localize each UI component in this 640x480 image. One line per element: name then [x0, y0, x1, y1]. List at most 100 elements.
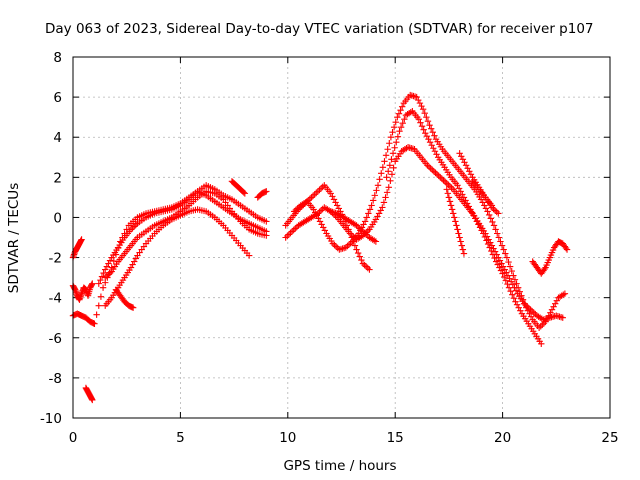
data-point [263, 188, 270, 195]
data-point-interp [103, 263, 111, 270]
data-point-interp [427, 125, 435, 132]
data-point [563, 246, 571, 253]
data-point-interp [491, 207, 499, 214]
data-point [389, 150, 397, 157]
series-track-9 [228, 178, 249, 197]
data-point [548, 306, 556, 313]
data-point [488, 202, 496, 209]
data-point-interp [285, 231, 293, 238]
data-point-interp [493, 208, 500, 216]
data-point-interp [386, 140, 393, 147]
data-point-interp [515, 304, 522, 311]
data-point-interp [397, 106, 404, 114]
data-point [353, 246, 360, 253]
data-point [129, 304, 137, 311]
data-point-interp [345, 241, 353, 248]
data-point-interp [451, 214, 458, 221]
data-point-interp [423, 133, 431, 140]
data-point-interp [489, 218, 496, 226]
data-point-interp [382, 194, 389, 201]
data-point-interp [390, 164, 397, 172]
data-point-interp [131, 223, 138, 230]
data-point [368, 202, 375, 209]
data-point [497, 238, 504, 245]
data-point-interp [401, 115, 408, 123]
series-track-17 [456, 150, 502, 217]
data-point-interp [330, 196, 338, 203]
data-point-interp [417, 119, 424, 126]
y-tick-label: 0 [53, 210, 62, 226]
data-point-interp [379, 164, 387, 171]
data-point-interp [374, 213, 381, 220]
data-point-interp [375, 210, 383, 217]
data-point-interp [494, 230, 501, 237]
y-tick-label: 8 [53, 50, 62, 66]
data-point-interp [386, 162, 394, 169]
data-point [366, 266, 373, 273]
y-tick-label: -10 [40, 411, 62, 427]
data-point-interp [356, 253, 363, 260]
data-point-interp [508, 267, 515, 275]
data-point-interp [388, 171, 396, 178]
y-tick-label: -6 [49, 331, 62, 347]
data-point [359, 260, 367, 267]
data-point [314, 188, 322, 195]
data-point [495, 210, 502, 217]
data-point [308, 194, 315, 201]
plot-frame [72, 56, 611, 419]
data-point-interp [446, 183, 454, 190]
data-point-interp [500, 246, 507, 253]
data-point [413, 93, 420, 101]
data-point [490, 222, 498, 229]
data-point-interp [423, 113, 430, 121]
y-tick-label: -4 [49, 291, 62, 307]
x-tick-label: 5 [176, 430, 185, 446]
data-point-interp [106, 257, 114, 264]
data-point [102, 266, 109, 273]
data-point-interp [433, 151, 440, 158]
data-point [460, 250, 468, 257]
data-point-interp [385, 168, 392, 175]
data-point-interp [445, 181, 452, 189]
data-point [89, 396, 96, 404]
data-point [361, 218, 369, 225]
data-point [334, 202, 341, 209]
data-point [505, 284, 513, 291]
y-axis-label: SDTVAR / TECUs [6, 183, 22, 293]
data-point [559, 314, 566, 321]
data-point-interp [517, 307, 524, 314]
data-point-interp [498, 242, 506, 249]
data-point-interp [392, 118, 399, 126]
data-point-interp [309, 192, 317, 200]
x-axis-label: GPS time / hours [283, 458, 396, 474]
data-point-interp [132, 255, 140, 262]
data-point [447, 202, 455, 209]
data-point [245, 252, 253, 259]
x-tick-label: 0 [69, 430, 78, 446]
data-point-interp [521, 300, 528, 307]
data-point-interp [432, 169, 439, 177]
data-point-interp [131, 258, 138, 265]
data-point [381, 158, 388, 165]
data-point-interp [431, 132, 438, 139]
data-point-interp [459, 246, 467, 253]
series-track-18 [469, 178, 496, 209]
data-point [316, 218, 324, 225]
data-point-interp [504, 280, 511, 288]
data-point [415, 115, 423, 123]
data-marks [69, 91, 571, 404]
data-point-interp [467, 171, 475, 178]
data-point-interp [393, 139, 400, 146]
data-point [342, 244, 349, 251]
x-tick-label: 20 [494, 430, 511, 446]
data-point-interp [485, 211, 493, 219]
data-point [480, 230, 487, 237]
axis-ticks [72, 56, 611, 419]
data-point-interp [345, 226, 352, 233]
data-point [538, 340, 545, 347]
series-track-13 [291, 91, 569, 331]
data-point-interp [332, 199, 339, 206]
y-tick-labels: -10 -8 -6 -4 -2 0 2 4 6 8 [40, 50, 62, 427]
data-point-interp [519, 296, 527, 303]
